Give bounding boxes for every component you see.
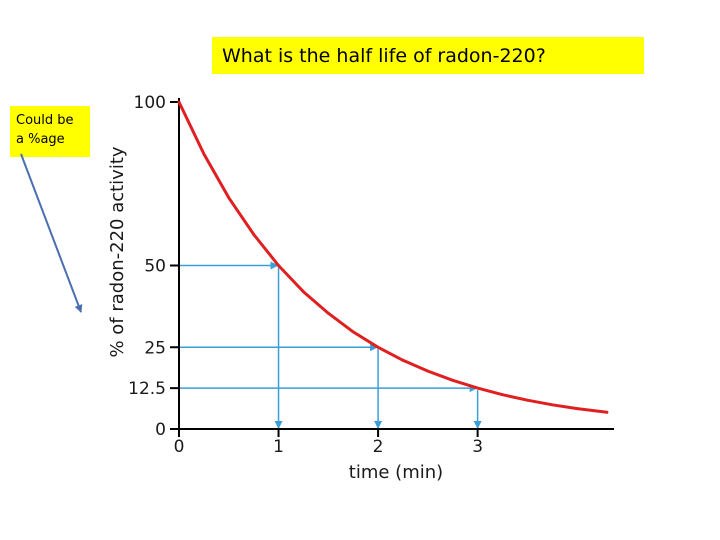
decay-curve-point	[426, 369, 430, 373]
note-line-2: a %age	[16, 132, 65, 147]
decay-curve-point	[177, 100, 181, 104]
decay-curve-line	[177, 101, 608, 414]
decay-curve-point	[605, 410, 609, 414]
x-tick-label: 2	[373, 437, 384, 457]
decay-curve-point	[376, 345, 380, 349]
x-tick-label: 0	[174, 437, 185, 457]
x-tick-label: 1	[273, 437, 284, 457]
decay-curve-point	[401, 358, 405, 362]
y-tick-label: 50	[144, 257, 166, 277]
x-tick-label: 3	[472, 437, 483, 457]
decay-curve-point	[252, 233, 256, 236]
question-banner: What is the half life of radon-220?	[212, 37, 644, 74]
note-callout: Could be a %age	[10, 106, 90, 157]
y-axis-title: % of radon-220 activity	[107, 146, 128, 357]
x-axis-title: time (min)	[349, 462, 443, 483]
y-tick-label: 25	[144, 338, 166, 358]
chart-axes	[178, 98, 614, 430]
axis-ticks: 0 12.5 25 50 100 0 1 2 3	[128, 93, 483, 457]
decay-curve-point	[501, 393, 504, 397]
y-tick-label: 0	[155, 420, 166, 440]
decay-curve-point	[351, 330, 355, 334]
decay-curve-point	[227, 196, 231, 200]
decay-curve-point	[202, 152, 206, 156]
curve-layer	[177, 100, 609, 414]
decay-curve-point	[326, 311, 330, 315]
decay-curve-point	[302, 290, 305, 294]
decay-curve-point	[451, 378, 455, 382]
decay-curve-point	[575, 407, 579, 410]
decay-curve-point	[476, 386, 480, 390]
half-life-guides	[179, 261, 482, 429]
y-tick-label: 100	[134, 93, 166, 113]
decay-curve-point	[277, 264, 280, 267]
note-pointer-arrow	[20, 153, 83, 313]
question-text: What is the half life of radon-220?	[222, 44, 546, 67]
note-line-1: Could be	[16, 113, 74, 128]
decay-curve-point	[550, 403, 554, 407]
y-tick-label: 12.5	[128, 379, 166, 399]
decay-curve-point	[525, 398, 529, 402]
